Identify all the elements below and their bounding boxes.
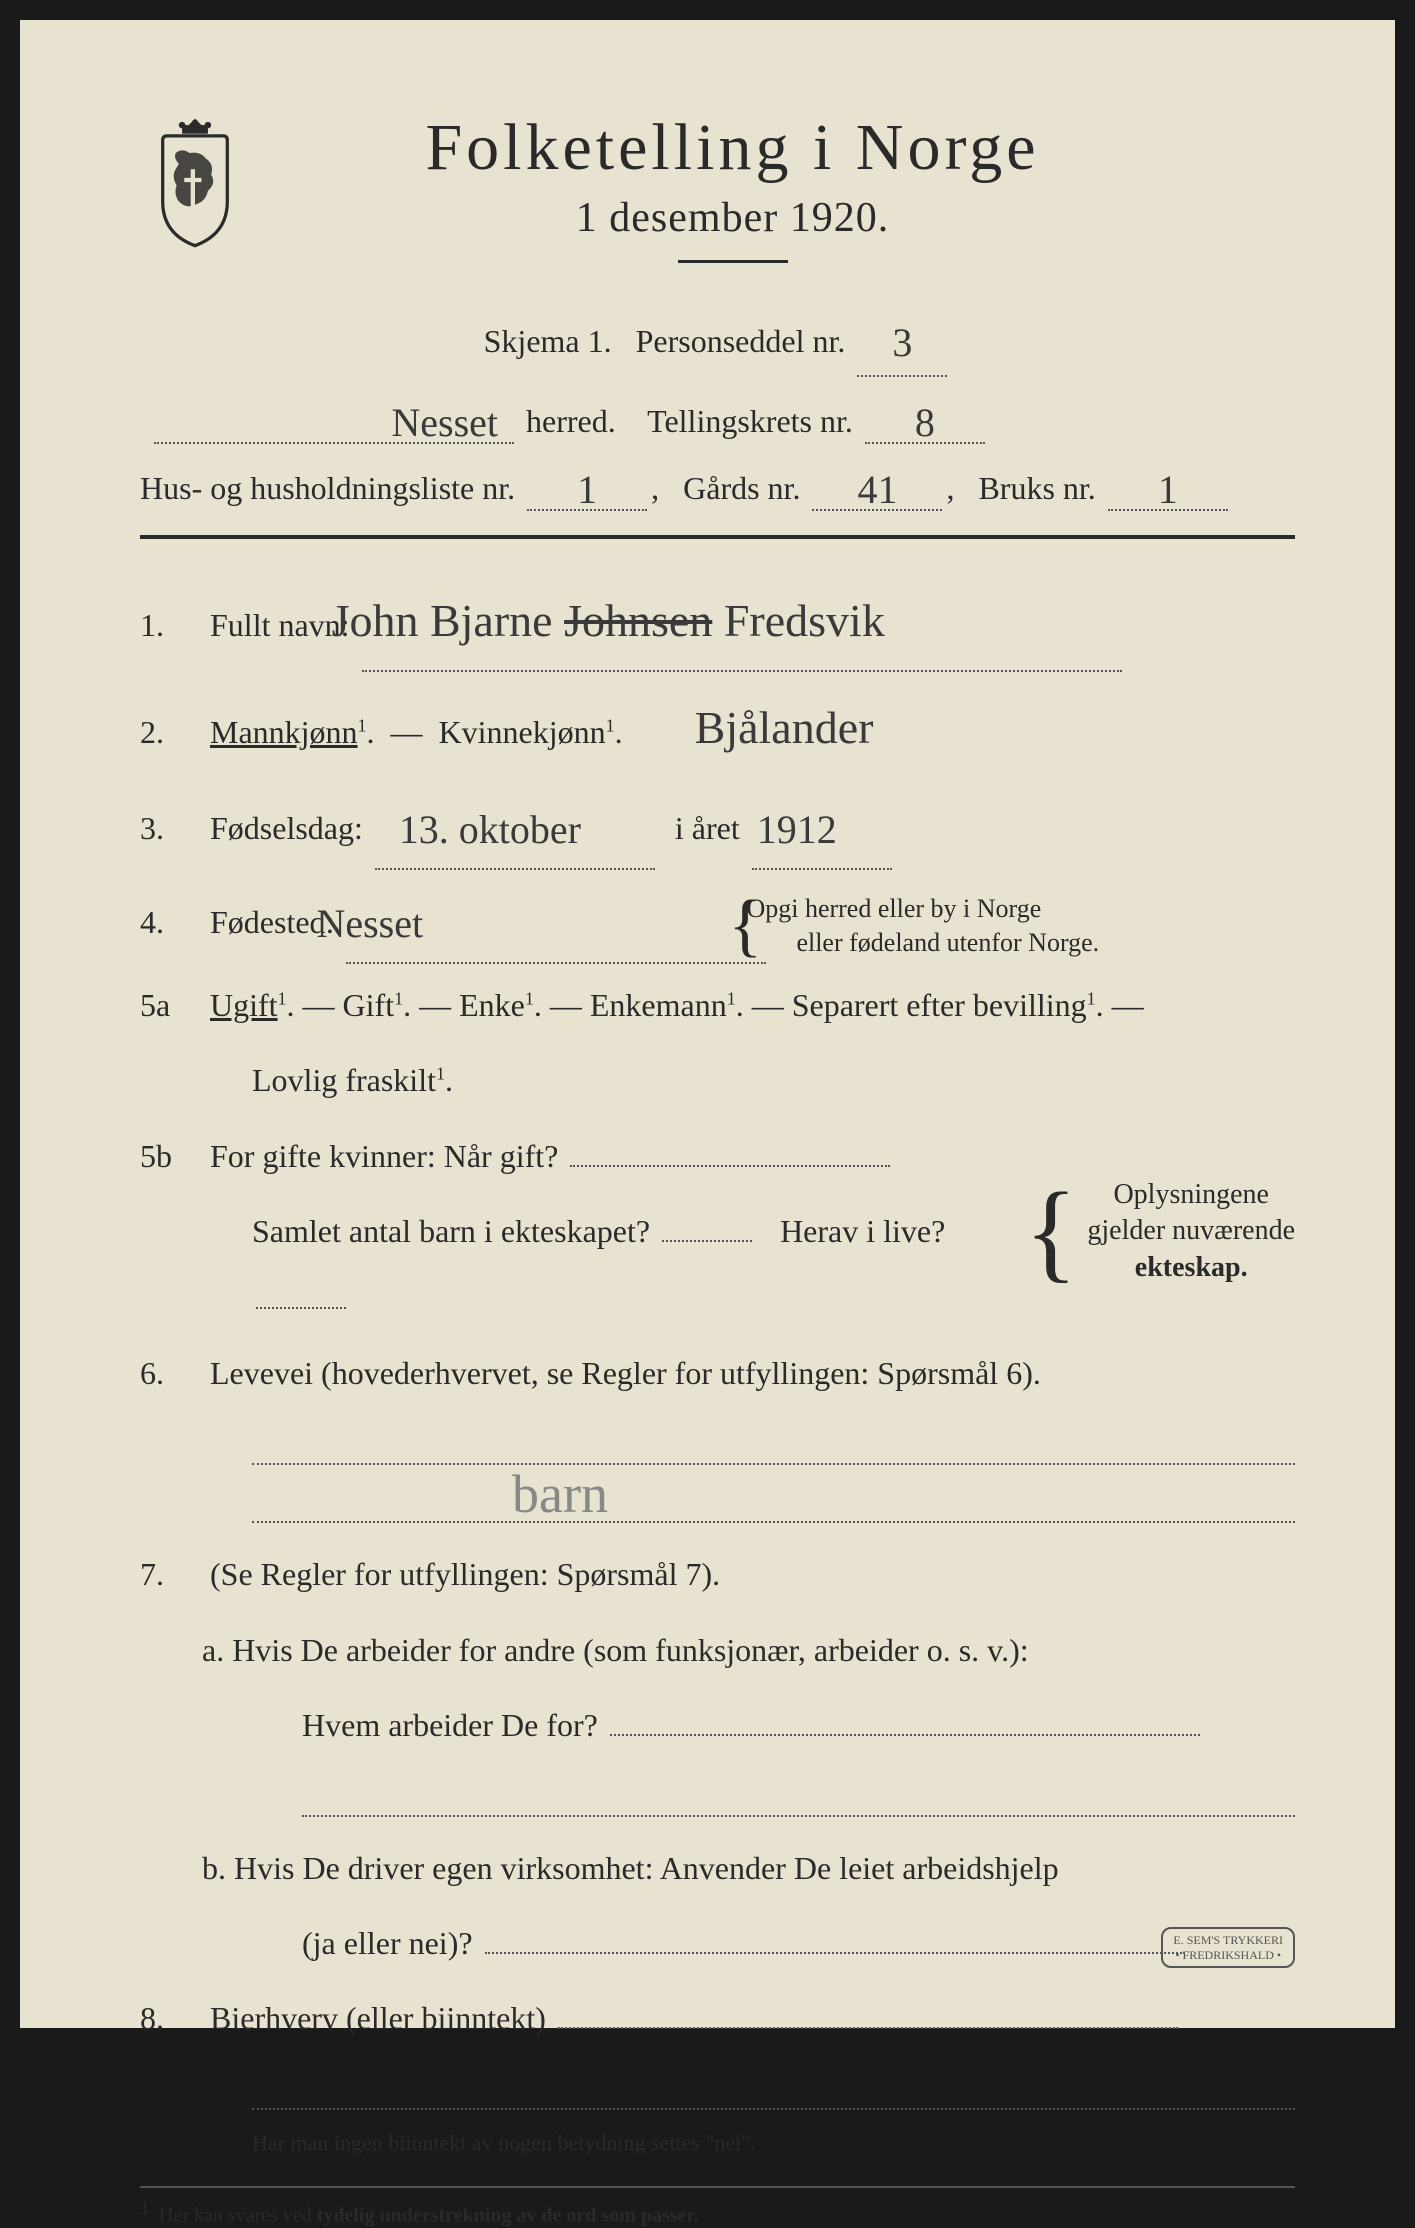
q6-label: Levevei (hovederhvervet, se Regler for u… [210, 1355, 1041, 1391]
meta-line-1: Skjema 1. Personseddel nr. 3 [140, 303, 1295, 377]
footnote-2-text: Her kan svares ved tydelig understreknin… [159, 2205, 698, 2227]
footnote-1: Har man ingen biinntekt av nogen betydni… [140, 2130, 1295, 2156]
main-title: Folketelling i Norge [280, 110, 1185, 186]
q7a-fill [302, 1777, 1295, 1817]
bruks-nr: 1 [1158, 467, 1178, 512]
q4-note2: eller fødeland utenfor Norge. [796, 928, 1099, 957]
personseddel-label: Personseddel nr. [636, 323, 846, 359]
header: Folketelling i Norge 1 desember 1920. [140, 110, 1295, 293]
subtitle: 1 desember 1920. [280, 194, 1185, 242]
q5a-num: 5a [140, 972, 202, 1039]
q3-label: Fødselsdag: [210, 810, 363, 846]
q4-note: Opgi herred eller by i Norge eller fødel… [796, 892, 1099, 960]
coat-of-arms-icon [140, 110, 250, 250]
q6-value: barn [512, 1463, 608, 1525]
q5b-note1: Oplysningene [1113, 1179, 1269, 1210]
q4-value: Nesset [316, 901, 423, 946]
q6-fill-2: barn [252, 1483, 1295, 1523]
q7b-line2: (ja eller nei)? [302, 1925, 473, 1961]
q7a-num: a. [202, 1632, 224, 1668]
title-block: Folketelling i Norge 1 desember 1920. [280, 110, 1295, 293]
q2-mann: Mannkjønn [210, 714, 358, 750]
q2-kvinne: Kvinnekjønn [439, 714, 606, 750]
question-5b: 5b For gifte kvinner: Når gift? Samlet a… [140, 1123, 1295, 1341]
question-6: 6. Levevei (hovederhvervet, se Regler fo… [140, 1340, 1295, 1407]
herred-label: herred. [526, 403, 616, 439]
thick-divider [140, 535, 1295, 539]
question-1: 1. Fullt navn: John Bjarne Johnsen Freds… [140, 573, 1295, 672]
q7b-num: b. [202, 1850, 226, 1886]
q6-fill-1 [252, 1425, 1295, 1465]
q5a-fraskilt: Lovlig fraskilt [252, 1062, 436, 1098]
q2-num: 2. [140, 699, 202, 766]
question-7: 7. (Se Regler for utfyllingen: Spørsmål … [140, 1541, 1295, 1608]
footnote-divider [140, 2186, 1295, 2188]
q5a-enke: Enke [459, 987, 525, 1023]
q7a-line1: Hvis De arbeider for andre (som funksjon… [232, 1632, 1028, 1668]
meta-line-2: Nesset herred. Tellingskrets nr. 8 [140, 395, 1295, 444]
question-8: 8. Bierhverv (eller biinntekt) [140, 1985, 1295, 2052]
gards-nr: 41 [857, 467, 897, 512]
q8-fill [252, 2070, 1295, 2110]
husliste-label: Hus- og husholdningsliste nr. [140, 470, 515, 506]
q5a-separert: Separert efter bevilling [792, 987, 1087, 1023]
question-7b-line2: (ja eller nei)? [140, 1910, 1295, 1977]
footnote-2: 1 Her kan svares ved tydelig understrekn… [140, 2198, 1295, 2228]
question-3: 3. Fødselsdag: 13. oktober i året 1912 [140, 784, 1295, 870]
personseddel-nr: 3 [892, 320, 912, 365]
q1-label: Fullt navn: [210, 607, 350, 643]
census-form-page: Folketelling i Norge 1 desember 1920. Sk… [20, 20, 1395, 2028]
question-7b: b. Hvis De driver egen virksomhet: Anven… [140, 1835, 1295, 1902]
bruks-label: Bruks nr. [978, 470, 1095, 506]
q4-num: 4. [140, 889, 202, 956]
q5b-num: 5b [140, 1123, 202, 1190]
question-7a: a. Hvis De arbeider for andre (som funks… [140, 1617, 1295, 1684]
gards-label: Gårds nr. [683, 470, 800, 506]
q5b-note3: ekteskap. [1135, 1252, 1248, 1283]
divider [678, 260, 788, 263]
q6-num: 6. [140, 1340, 202, 1407]
question-7a-line2: Hvem arbeider De for? [140, 1692, 1295, 1759]
q7-label: (Se Regler for utfyllingen: Spørsmål 7). [210, 1556, 720, 1592]
q5b-line2a: Samlet antal barn i ekteskapet? [252, 1213, 650, 1249]
q4-note1: Opgi herred eller by i Norge [746, 894, 1041, 923]
tellingskrets-nr: 8 [915, 400, 935, 445]
q3-day: 13. oktober [399, 807, 581, 852]
q8-num: 8. [140, 1985, 202, 2052]
stamp-line2: • FREDRIKSHALD • [1175, 1948, 1281, 1962]
q7a-line2: Hvem arbeider De for? [302, 1707, 598, 1743]
skjema-label: Skjema 1. [484, 323, 612, 359]
q1-value: John Bjarne Johnsen Fredsvik [332, 595, 885, 646]
tellingskrets-label: Tellingskrets nr. [647, 403, 853, 439]
q5a-ugift: Ugift [210, 987, 278, 1023]
question-4: 4. Fødested: Nesset { Opgi herred eller … [140, 878, 1295, 964]
printer-stamp: E. SEM'S TRYKKERI • FREDRIKSHALD • [1161, 1927, 1295, 1968]
q5a-gift: Gift [343, 987, 395, 1023]
q5b-note2: gjelder nuværende [1087, 1215, 1295, 1246]
q5a-enkemann: Enkemann [590, 987, 727, 1023]
q5b-line1: For gifte kvinner: Når gift? [210, 1138, 558, 1174]
question-5a: 5a Ugift1. — Gift1. — Enke1. — Enkemann1… [140, 972, 1295, 1039]
q5b-line2b: Herav i live? [780, 1213, 945, 1249]
q1-num: 1. [140, 592, 202, 659]
q3-year: 1912 [757, 807, 837, 852]
q7b-line1: Hvis De driver egen virksomhet: Anvender… [234, 1850, 1059, 1886]
husliste-nr: 1 [577, 467, 597, 512]
q3-mid: i året [675, 810, 740, 846]
q3-num: 3. [140, 795, 202, 862]
question-5a-cont: Lovlig fraskilt1. [140, 1047, 1295, 1114]
q1-value-sub: Bjålander [695, 702, 874, 753]
herred-value: Nesset [391, 400, 498, 445]
meta-line-3: Hus- og husholdningsliste nr. 1, Gårds n… [140, 462, 1295, 511]
q8-label: Bierhverv (eller biinntekt) [210, 2000, 546, 2036]
question-2: 2. Mannkjønn1. — Kvinnekjønn1. Bjålander [140, 680, 1295, 777]
footnote-2-num: 1 [140, 2198, 149, 2218]
q5b-note: Oplysningene gjelder nuværende ekteskap. [1087, 1177, 1295, 1286]
q7-num: 7. [140, 1541, 202, 1608]
stamp-line1: E. SEM'S TRYKKERI [1173, 1933, 1283, 1947]
